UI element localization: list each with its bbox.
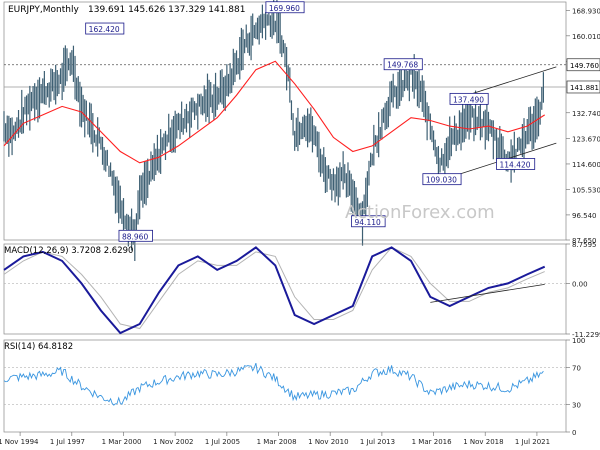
x-tick-label: 1 Jul 1997 — [50, 438, 85, 446]
x-tick-label: 1 Mar 2000 — [102, 438, 142, 446]
rsi-tick-label: 0 — [572, 429, 576, 437]
price-tick-label: 96.540 — [572, 212, 597, 220]
watermark: ActionForex.com — [345, 202, 495, 223]
x-tick-label: 1 Mar 2008 — [257, 438, 297, 446]
moving-average-line — [3, 60, 545, 164]
price-annotation-box — [265, 1, 305, 14]
chart-header-ohlc: 139.691 145.626 137.329 141.881 — [88, 5, 245, 15]
macd-panel-frame — [3, 243, 567, 335]
x-axis: 1 Nov 1994 1 Jul 1997 1 Mar 2000 1 Nov 2002… — [0, 432, 550, 446]
price-annotation-label: 137.490 — [453, 95, 484, 104]
macd-tick-label: 8.7595 — [572, 241, 597, 249]
x-tick-label: 1 Jul 2021 — [515, 438, 550, 446]
price-tick-label: 114.600 — [572, 161, 600, 169]
price-tick-label: 132.740 — [572, 110, 600, 118]
macd-label: MACD(12,26,9) 3.7208 2.6290 — [4, 246, 133, 256]
price-annotation-box — [85, 22, 125, 35]
price-annotation-label: 162.420 — [89, 25, 120, 34]
price-tick-label: 168.930 — [572, 8, 600, 16]
x-tick-label: 1 Nov 1994 — [0, 438, 39, 446]
price-panel: 168.930160.010150.990132.740123.670114.6… — [3, 0, 600, 261]
price-annotation-box — [118, 229, 153, 242]
price-annotation-box — [383, 58, 423, 71]
macd-tick-label: -11.2299 — [572, 331, 600, 339]
price-annotation-label: 109.030 — [426, 176, 457, 185]
price-tick-label: 160.010 — [572, 33, 600, 41]
price-tick-label: 105.530 — [572, 187, 600, 195]
x-tick-label: 1 Nov 2010 — [308, 438, 348, 446]
macd-trendline — [430, 283, 545, 303]
macd-panel: 8.7595 0.00 -11.2299 — [3, 241, 600, 339]
rsi-tick-label: 100 — [572, 337, 585, 345]
rsi-panel: 100 70 30 0 — [3, 337, 585, 437]
price-tag-box — [566, 58, 600, 72]
macd-line — [3, 246, 546, 335]
x-tick-label: 1 Nov 2018 — [463, 438, 503, 446]
price-tag-box — [566, 80, 600, 94]
price-annotation-box — [449, 92, 489, 105]
price-tag-label: 141.881 — [570, 84, 599, 92]
rsi-tick-label: 30 — [572, 401, 581, 409]
macd-tick-label: 0.00 — [572, 280, 588, 288]
rsi-tick-label: 70 — [572, 365, 581, 373]
price-annotation-box — [422, 173, 462, 186]
price-annotation-label: 114.420 — [500, 160, 531, 169]
rsi-label: RSI(14) 64.8182 — [4, 342, 73, 352]
x-tick-label: 1 Jul 2013 — [360, 438, 395, 446]
x-tick-label: 1 Mar 2016 — [412, 438, 452, 446]
price-tick-label: 87.650 — [572, 237, 597, 245]
x-tick-label: 1 Nov 2002 — [153, 438, 193, 446]
price-annotation-box — [351, 215, 386, 228]
price-tag-label: 149.760 — [570, 62, 599, 70]
rsi-panel-frame — [3, 339, 567, 433]
x-tick-label: 1 Jul 2005 — [205, 438, 240, 446]
price-annotation-label: 88.960 — [122, 232, 148, 241]
price-tick-label: 123.670 — [572, 135, 600, 143]
price-annotation-label: 94.110 — [355, 218, 381, 227]
chart-header-symbol: EURJPY,Monthly — [8, 5, 79, 15]
price-annotation-label: 169.960 — [269, 4, 300, 13]
macd-signal-line — [3, 246, 545, 330]
price-annotation-box — [496, 158, 536, 170]
price-annotation-label: 149.768 — [387, 61, 418, 70]
rsi-line — [3, 362, 544, 406]
